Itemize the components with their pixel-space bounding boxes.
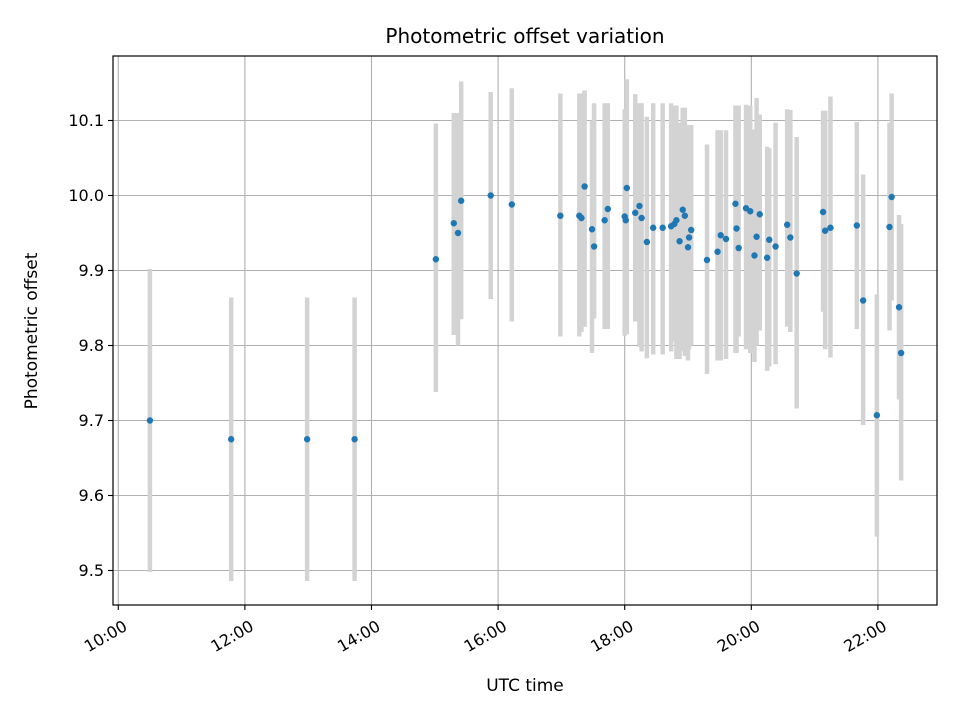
- data-point: [888, 193, 895, 201]
- data-point: [659, 224, 666, 231]
- data-point: [638, 214, 645, 222]
- data-point: [685, 234, 693, 241]
- data-point: [722, 235, 730, 243]
- data-point: [895, 304, 903, 311]
- data-point: [756, 211, 763, 218]
- data-point: [622, 217, 629, 224]
- data-point: [578, 214, 585, 222]
- data-point: [673, 217, 680, 224]
- data-point: [787, 234, 794, 241]
- data-point: [732, 200, 739, 207]
- data-point: [766, 236, 773, 243]
- data-point: [432, 256, 440, 263]
- data-point: [735, 244, 742, 252]
- data-point: [632, 209, 639, 216]
- data-point: [859, 297, 867, 304]
- data-point: [450, 220, 457, 227]
- y-tick-label: 9.5: [79, 561, 104, 580]
- data-point: [703, 256, 711, 264]
- data-point: [687, 226, 695, 234]
- data-point: [897, 349, 905, 357]
- data-point: [681, 212, 689, 219]
- data-points: [146, 183, 905, 443]
- data-point: [508, 201, 516, 208]
- data-point: [763, 254, 771, 261]
- y-tick-label: 10.0: [68, 186, 104, 205]
- plot-frame: [112, 55, 938, 606]
- data-point: [751, 252, 758, 259]
- data-point: [588, 226, 596, 233]
- data-point: [783, 221, 791, 228]
- data-point: [772, 243, 779, 250]
- y-tick-label: 9.9: [79, 261, 104, 280]
- data-point: [457, 197, 465, 204]
- data-point: [853, 222, 861, 229]
- data-point: [714, 248, 721, 255]
- chart-title: Photometric offset variation: [385, 24, 664, 48]
- data-point: [684, 244, 692, 251]
- data-point: [454, 229, 462, 237]
- data-point: [747, 208, 754, 215]
- y-tick-label: 9.7: [79, 411, 104, 430]
- data-point: [623, 184, 631, 192]
- data-point: [581, 183, 588, 190]
- data-point: [146, 417, 154, 424]
- data-point: [601, 217, 608, 224]
- y-tick-label: 9.6: [79, 486, 104, 505]
- data-point: [676, 238, 683, 245]
- data-point: [351, 436, 358, 443]
- y-tick-label: 9.8: [79, 336, 104, 355]
- data-point: [886, 223, 893, 231]
- data-point: [227, 436, 235, 443]
- data-point: [821, 227, 829, 234]
- data-point: [793, 270, 800, 277]
- data-point: [819, 208, 827, 216]
- data-point: [873, 412, 881, 419]
- y-axis: 9.5 9.6 9.7 9.8 9.9 10.0 10.1: [68, 111, 113, 580]
- y-tick-label: 10.1: [68, 111, 104, 130]
- data-point: [679, 206, 686, 213]
- data-point: [303, 436, 311, 443]
- data-point: [753, 233, 760, 240]
- data-point: [649, 224, 657, 231]
- data-point: [643, 238, 651, 246]
- data-point: [557, 212, 564, 219]
- data-point: [717, 232, 724, 239]
- x-axis-label: UTC time: [486, 676, 564, 696]
- data-point: [487, 192, 494, 199]
- data-point: [827, 224, 834, 231]
- data-point: [733, 225, 740, 232]
- data-point: [590, 243, 598, 250]
- data-point: [604, 205, 612, 213]
- y-axis-label: Photometric offset: [22, 252, 42, 409]
- data-point: [636, 202, 643, 210]
